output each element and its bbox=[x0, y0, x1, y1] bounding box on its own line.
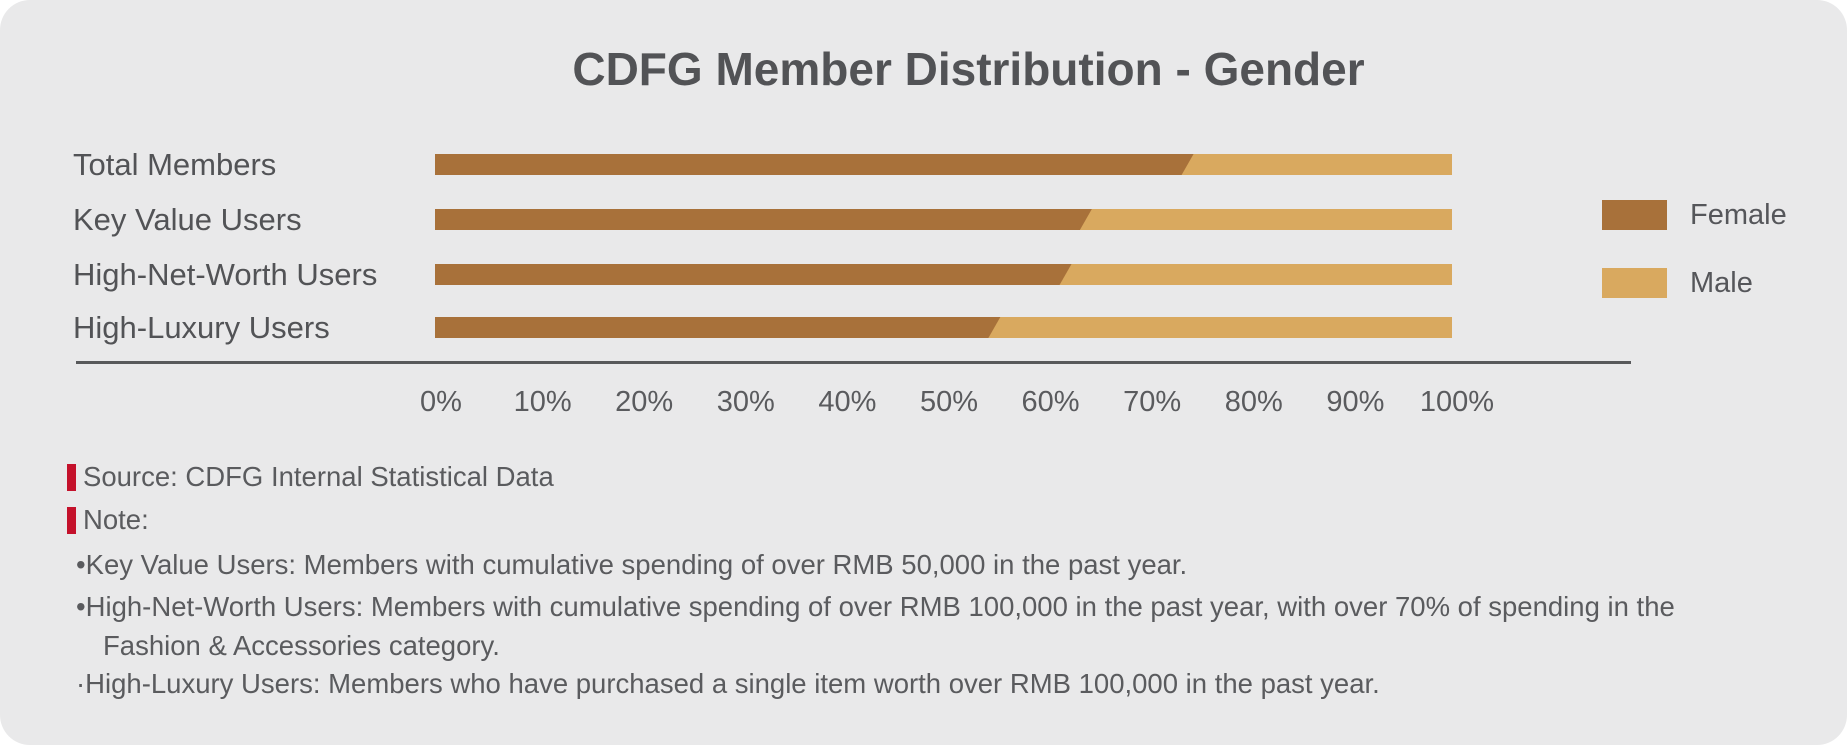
x-axis-ticks: 0% 10% 20% 30% 40% 50% 60% 70% 80% 90% 1… bbox=[391, 386, 1507, 419]
stacked-bar-female-segment bbox=[435, 209, 1452, 230]
note-item-high-net-worth: •High-Net-Worth Users: Members with cumu… bbox=[76, 590, 1675, 624]
x-tick: 70% bbox=[1123, 386, 1182, 418]
red-marker bbox=[67, 506, 76, 534]
category-label: High-Luxury Users bbox=[73, 309, 330, 345]
red-marker bbox=[67, 463, 76, 491]
stacked-bar-female-segment bbox=[435, 264, 1452, 285]
legend-swatch-male bbox=[1602, 268, 1667, 298]
note-text: •Key Value Users: Members with cumulativ… bbox=[76, 549, 1188, 580]
bar-row-high-net-worth-users: High-Net-Worth Users bbox=[0, 254, 1847, 295]
x-tick: 20% bbox=[615, 386, 674, 418]
legend-item-male: Male bbox=[1602, 266, 1787, 299]
stacked-bar-male-segment bbox=[435, 264, 1452, 285]
legend: Female Male bbox=[1602, 198, 1787, 299]
x-tick: 50% bbox=[919, 386, 978, 418]
bar-row-total-members: Total Members bbox=[0, 144, 1847, 185]
legend-item-female: Female bbox=[1602, 198, 1787, 231]
stacked-bar-male-segment bbox=[435, 154, 1452, 175]
note-label: Note: bbox=[83, 504, 149, 535]
x-tick: 0% bbox=[420, 386, 462, 418]
note-item-key-value: •Key Value Users: Members with cumulativ… bbox=[76, 548, 1187, 582]
note-item-high-luxury: ·High-Luxury Users: Members who have pur… bbox=[76, 667, 1380, 701]
chart-title: CDFG Member Distribution - Gender bbox=[572, 43, 1365, 95]
x-axis-line bbox=[76, 361, 1631, 364]
x-tick: 100% bbox=[1419, 386, 1495, 418]
bar-row-high-luxury-users: High-Luxury Users bbox=[0, 307, 1847, 348]
category-label: Total Members bbox=[73, 146, 277, 182]
x-tick: 90% bbox=[1326, 386, 1385, 418]
source-line: Source: CDFG Internal Statistical Data bbox=[67, 460, 554, 494]
legend-label: Female bbox=[1690, 198, 1787, 231]
legend-label: Male bbox=[1690, 266, 1753, 299]
bar-row-key-value-users: Key Value Users bbox=[0, 199, 1847, 240]
category-label: High-Net-Worth Users bbox=[73, 256, 378, 292]
x-tick: 60% bbox=[1021, 386, 1080, 418]
stacked-bar-female-segment bbox=[435, 317, 1452, 338]
stacked-bar-male-segment bbox=[435, 317, 1452, 338]
note-label-line: Note: bbox=[67, 503, 149, 537]
note-text: •High-Net-Worth Users: Members with cumu… bbox=[76, 591, 1675, 622]
x-tick: 30% bbox=[716, 386, 775, 418]
source-text: Source: CDFG Internal Statistical Data bbox=[83, 461, 554, 492]
note-text: Fashion & Accessories category. bbox=[103, 630, 500, 661]
x-tick: 10% bbox=[513, 386, 572, 418]
stacked-bar-female-segment bbox=[435, 154, 1452, 175]
legend-swatch-female bbox=[1602, 200, 1667, 230]
note-item-high-net-worth-cont: Fashion & Accessories category. bbox=[103, 629, 500, 663]
category-label: Key Value Users bbox=[73, 201, 302, 237]
stacked-bar-male-segment bbox=[435, 209, 1452, 230]
x-tick: 80% bbox=[1224, 386, 1283, 418]
x-tick: 40% bbox=[818, 386, 877, 418]
note-text: ·High-Luxury Users: Members who have pur… bbox=[76, 668, 1380, 699]
